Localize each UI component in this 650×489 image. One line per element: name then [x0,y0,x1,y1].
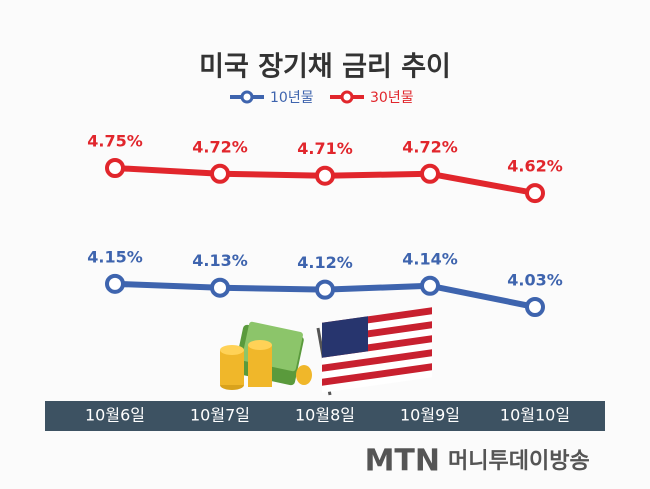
data-point [420,163,440,184]
data-label: 4.03% [507,271,563,290]
data-label: 4.12% [297,253,353,272]
data-label: 4.75% [87,132,143,151]
data-label: 4.71% [297,139,353,158]
legend-marker [340,90,354,104]
data-point [525,297,545,317]
legend-marker [240,90,254,104]
data-point [315,279,335,300]
data-label: 4.72% [402,137,458,156]
data-point [315,165,335,186]
data-point [105,158,125,178]
category-band [45,401,605,431]
footer-brand: MTN [365,444,440,479]
data-label: 4.13% [192,251,248,270]
legend-label: 10년물 [270,90,314,106]
footer-name: 머니투데이방송 [448,449,590,474]
data-label: 4.62% [507,157,563,176]
x-tick-label: 10월6일 [85,406,145,425]
money-illustration [220,321,312,390]
x-tick-label: 10월9일 [400,406,460,425]
data-label: 4.15% [87,247,143,266]
flag-illustration [316,307,432,396]
data-label: 4.14% [402,249,458,268]
data-point [210,163,230,184]
chart-title: 미국 장기채 금리 추이 [199,52,451,83]
data-point [420,275,440,296]
data-label: 4.72% [192,137,248,156]
data-point [525,183,545,204]
legend-label: 30년물 [370,90,414,106]
x-tick-label: 10월10일 [500,406,570,425]
x-tick-label: 10월7일 [190,406,250,425]
data-point [105,273,125,294]
x-tick-label: 10월8일 [295,406,355,425]
data-point [210,277,230,298]
